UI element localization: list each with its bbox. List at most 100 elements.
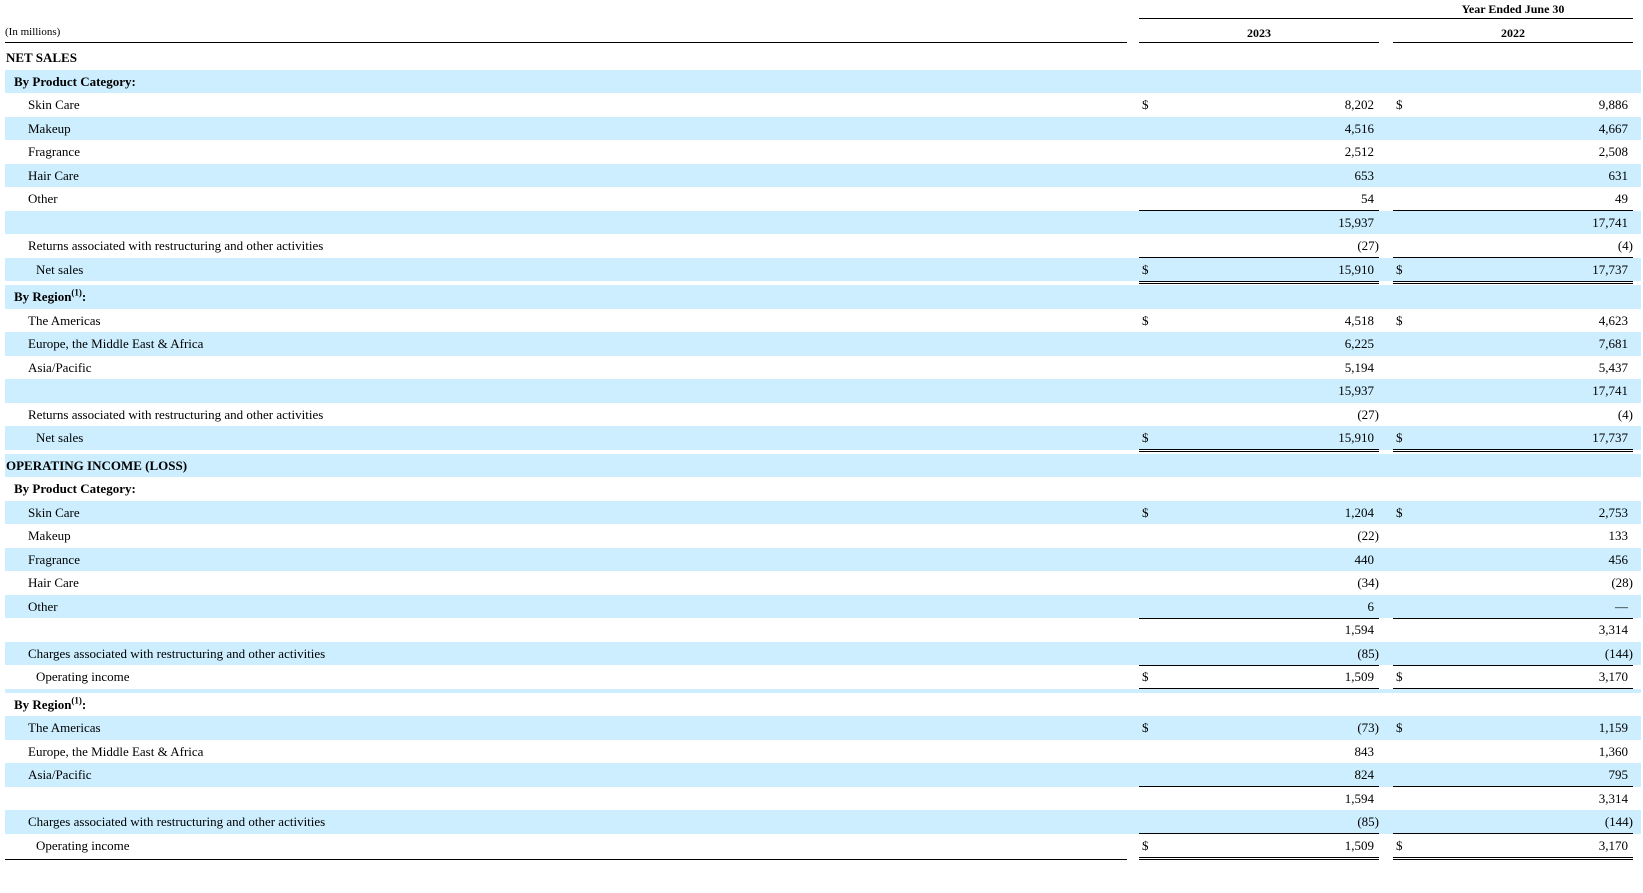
table-row: Skin Care $1,204 $2,753: [5, 500, 1641, 524]
value-cell-2022: $3,170: [1393, 834, 1633, 860]
value-cell-2022: 49: [1393, 187, 1633, 211]
value-cell-2023: (27): [1139, 403, 1379, 427]
value-2023: (85): [1357, 814, 1379, 829]
value-2022: 9,886: [1598, 97, 1628, 112]
year-header-2022: 2022: [1501, 26, 1525, 40]
table-row: By Region(1):: [5, 285, 1641, 309]
table-row: Returns associated with restructuring an…: [5, 403, 1641, 427]
value-2023: 54: [1361, 191, 1374, 206]
row-label: Fragrance: [28, 548, 80, 572]
value-cell-2022: 456: [1393, 548, 1633, 571]
value-cell-2022: 17,741: [1393, 379, 1633, 402]
row-label: NET SALES: [6, 46, 77, 70]
table-row: Asia/Pacific 824 795: [5, 763, 1641, 787]
value-cell-2022: $17,737: [1393, 258, 1633, 284]
currency-symbol: $: [1396, 312, 1403, 328]
currency-symbol: $: [1142, 720, 1149, 735]
value-2023: 4,516: [1344, 120, 1374, 136]
table-row: Net sales $15,910 $17,737: [5, 257, 1641, 284]
value-2022: 5,437: [1598, 359, 1628, 375]
value-cell-2022: (28): [1393, 571, 1633, 594]
table-row: Other 54 49: [5, 187, 1641, 211]
table-row: Europe, the Middle East & Africa 6,225 7,6…: [5, 332, 1641, 356]
value-cell-2022: (144): [1393, 642, 1633, 666]
row-label-text: By Region: [14, 289, 72, 304]
row-label: Fragrance: [28, 140, 80, 164]
row-label: Charges associated with restructuring an…: [28, 810, 325, 834]
value-cell-2023: $8,202: [1139, 93, 1379, 116]
table-row: Operating income $1,509 $3,170: [5, 665, 1641, 691]
row-label-text: Returns associated with restructuring an…: [28, 406, 324, 422]
row-label-text: By Region: [14, 696, 72, 712]
row-label-text: Europe, the Middle East & Africa: [28, 336, 204, 351]
value-2023: 8,202: [1344, 97, 1374, 112]
value-2022: 49: [1615, 191, 1628, 206]
row-label: Net sales: [36, 258, 83, 282]
row-label-text: Skin Care: [28, 97, 80, 112]
currency-symbol: $: [1142, 261, 1149, 277]
value-2023: 824: [1354, 767, 1375, 782]
value-cell-2023: $1,509: [1139, 665, 1379, 691]
value-2022: (28): [1611, 575, 1633, 590]
value-cell-2023: (85): [1139, 642, 1379, 666]
value-2022: 456: [1608, 551, 1629, 567]
table-row: Skin Care $8,202 $9,886: [5, 93, 1641, 117]
value-2022: 4,667: [1598, 120, 1628, 136]
row-label-text: Asia/Pacific: [28, 359, 92, 375]
value-cell-2023: 6,225: [1139, 332, 1379, 355]
value-2022: 17,741: [1592, 214, 1628, 230]
table-row: By Product Category:: [5, 477, 1641, 501]
row-label: By Region(1):: [14, 693, 86, 717]
value-cell-2023: $15,910: [1139, 258, 1379, 284]
table-row: Fragrance 2,512 2,508: [5, 140, 1641, 164]
segment-table: NET SALES By Product Category: Skin Care $8…: [5, 46, 1641, 860]
value-cell-2022: $9,886: [1393, 93, 1633, 116]
row-label-text: The Americas: [28, 720, 101, 735]
value-2022: 133: [1608, 528, 1629, 543]
value-2022: 1,360: [1598, 743, 1628, 759]
table-row: 15,937 17,741: [5, 379, 1641, 403]
currency-symbol: $: [1142, 312, 1149, 328]
row-label-text: Asia/Pacific: [28, 767, 92, 782]
table-row: Asia/Pacific 5,194 5,437: [5, 356, 1641, 380]
value-cell-2022: $17,737: [1393, 426, 1633, 452]
label-suffix: :: [81, 696, 87, 712]
row-label: Net sales: [36, 426, 83, 450]
value-cell-2022: 4,667: [1393, 117, 1633, 140]
value-cell-2022: $1,159: [1393, 716, 1633, 739]
table-row: OPERATING INCOME (LOSS): [5, 453, 1641, 477]
value-2022: 2,508: [1598, 144, 1628, 159]
value-cell-2022: $2,753: [1393, 501, 1633, 524]
year-rule-2023: [1139, 42, 1379, 43]
value-cell-2023: 6: [1139, 595, 1379, 619]
value-2022: 17,741: [1592, 383, 1628, 398]
row-label-text: Returns associated with restructuring an…: [28, 238, 324, 253]
value-2022: (4): [1617, 238, 1633, 253]
row-label: Makeup: [28, 524, 71, 548]
row-label-text: Fragrance: [28, 144, 80, 159]
table-row: Charges associated with restructuring an…: [5, 810, 1641, 834]
value-2023: 4,518: [1344, 312, 1374, 328]
value-cell-2022: 795: [1393, 763, 1633, 787]
row-label-text: Skin Care: [28, 504, 80, 520]
value-2023: 843: [1354, 743, 1375, 759]
row-label: Hair Care: [28, 571, 79, 595]
row-label: Europe, the Middle East & Africa: [28, 740, 203, 764]
table-row: The Americas $ (73) $1,159: [5, 716, 1641, 740]
currency-symbol: $: [1396, 97, 1403, 112]
units-label: (In millions): [5, 26, 61, 38]
row-label-text: Other: [28, 598, 58, 614]
value-2022: —: [1615, 598, 1628, 614]
table-row: Europe, the Middle East & Africa 843 1,360: [5, 740, 1641, 764]
value-cell-2022: (4): [1393, 403, 1633, 427]
year-header-2023: 2023: [1247, 26, 1271, 40]
row-label: The Americas: [28, 716, 101, 740]
value-2022: 3,170: [1598, 669, 1628, 684]
value-cell-2023: 824: [1139, 763, 1379, 787]
row-label-text: Net sales: [36, 430, 84, 445]
row-label: By Product Category:: [14, 477, 136, 501]
value-2022: 7,681: [1598, 336, 1628, 351]
value-cell-2023: 2,512: [1139, 140, 1379, 163]
table-row: By Region(1):: [5, 693, 1641, 717]
footnote-marker: (1): [71, 695, 82, 706]
